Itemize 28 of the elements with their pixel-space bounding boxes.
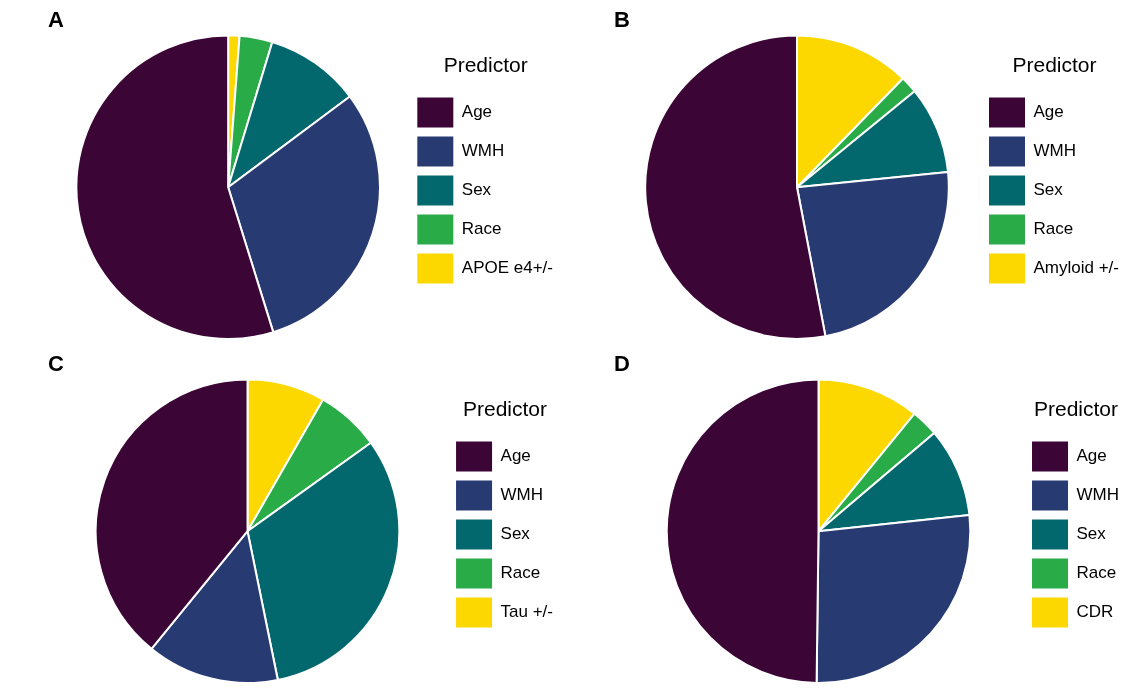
legend-title: Predictor	[443, 52, 528, 76]
legend-label: Sex	[500, 524, 531, 544]
legend-label: Age	[1033, 102, 1064, 122]
legend-label: Race	[1033, 219, 1074, 239]
chart-title: D	[614, 351, 630, 377]
legend-label: CDR	[1076, 602, 1114, 622]
legend-title: Predictor	[1012, 52, 1097, 76]
legend-label: Sex	[1076, 524, 1107, 544]
legend-label: Age	[461, 102, 493, 122]
legend-label: Sex	[461, 180, 492, 200]
chart-title: C	[48, 351, 64, 377]
legend-title: Predictor	[463, 396, 548, 420]
legend-label: Race	[461, 219, 502, 239]
legend-label: WMH	[500, 485, 544, 505]
legend-label: Race	[500, 563, 541, 583]
legend-label: WMH	[1076, 485, 1119, 505]
legend-label: WMH	[1033, 141, 1076, 161]
legend-label: APOE e4+/-	[461, 258, 553, 278]
legend-label: Amyloid +/-	[1033, 258, 1119, 278]
legend-label: Age	[1076, 446, 1107, 466]
legend-label: Age	[500, 446, 531, 466]
legend-label: WMH	[461, 141, 505, 161]
legend-title: Predictor	[1033, 396, 1119, 420]
legend-label: Race	[1076, 563, 1117, 583]
chart-title: B	[614, 7, 630, 33]
chart-title: A	[48, 7, 64, 33]
legend-label: Sex	[1033, 180, 1064, 200]
legend-label: Tau +/-	[500, 602, 554, 622]
